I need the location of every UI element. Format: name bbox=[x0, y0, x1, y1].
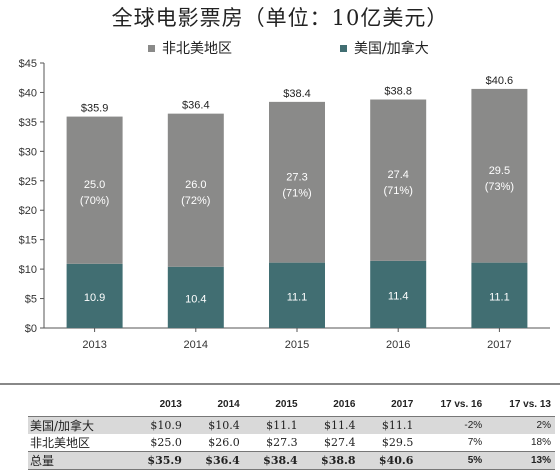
legend-label-non-na: 非北美地区 bbox=[162, 41, 232, 57]
y-tick-label: $40 bbox=[19, 87, 37, 99]
x-tick-label: 2017 bbox=[487, 339, 511, 351]
y-tick-label: $0 bbox=[25, 323, 37, 335]
table-cell: $25.0 bbox=[128, 434, 186, 452]
data-label-na: 11.1 bbox=[287, 291, 308, 303]
bar-segment-non-na bbox=[471, 88, 528, 263]
bar-segment-non-na bbox=[66, 116, 123, 264]
table-header-cell: 17 vs. 13 bbox=[509, 398, 551, 410]
data-label-non-na: 27.4 bbox=[387, 169, 408, 181]
y-tick-label: $35 bbox=[19, 117, 37, 129]
x-tick-label: 2013 bbox=[82, 339, 106, 351]
table-cell: $40.6 bbox=[359, 451, 418, 470]
table-header-cell: 2017 bbox=[391, 398, 414, 410]
table-header-cell: 17 vs. 16 bbox=[440, 398, 483, 410]
total-label: $40.6 bbox=[486, 75, 514, 87]
legend-swatch-non-na bbox=[148, 44, 155, 52]
table-cell: $27.4 bbox=[301, 434, 360, 452]
table-cell: $27.3 bbox=[243, 434, 302, 452]
data-label-na: 11.1 bbox=[489, 291, 510, 303]
bar-segment-na bbox=[66, 263, 123, 328]
data-label-na: 11.4 bbox=[388, 290, 409, 302]
table-cell: $35.9 bbox=[128, 451, 186, 470]
bar-segment-non-na bbox=[269, 101, 325, 263]
total-label: $36.4 bbox=[182, 100, 210, 112]
table-header-cell: 2015 bbox=[275, 398, 298, 410]
data-label-non-na-share: (71%) bbox=[384, 185, 413, 197]
legend-item-na: 美国/加拿大 bbox=[340, 38, 429, 58]
table-row-label: 总量 bbox=[28, 451, 128, 470]
table-cell: $26.0 bbox=[185, 434, 244, 452]
bar-segment-na bbox=[471, 262, 528, 328]
table-cell: $10.9 bbox=[128, 416, 186, 434]
y-tick-label: $30 bbox=[19, 146, 37, 158]
bar-segment-non-na bbox=[167, 113, 224, 267]
table-row-label: 非北美地区 bbox=[28, 434, 128, 452]
table-header-cell: 2016 bbox=[333, 398, 356, 410]
total-label: $38.8 bbox=[384, 86, 412, 98]
legend-label-na: 美国/加拿大 bbox=[354, 41, 429, 57]
table-cell: $11.1 bbox=[243, 416, 302, 434]
data-label-non-na-share: (72%) bbox=[181, 195, 210, 207]
table-header-cell: 2013 bbox=[159, 398, 182, 410]
data-label-non-na: 26.0 bbox=[185, 179, 206, 191]
y-tick-label: $45 bbox=[19, 58, 37, 70]
bar-segment-non-na bbox=[370, 99, 427, 261]
table-header-cell: 2014 bbox=[217, 398, 240, 410]
y-tick-label: $25 bbox=[19, 176, 37, 188]
table-header-row: 2013 2014 2015 2016 2017 17 vs. 16 17 vs… bbox=[28, 398, 555, 417]
data-label-non-na: 27.3 bbox=[286, 171, 307, 183]
data-label-na: 10.4 bbox=[185, 293, 206, 305]
table-row-label: 美国/加拿大 bbox=[28, 416, 128, 434]
bar-segment-na bbox=[370, 260, 427, 328]
y-tick-label: $10 bbox=[19, 264, 37, 276]
stacked-bar-chart: $0 $5 $10 $15 $20 $25 $30 $35 $40 $45 2013 10.9 25.0… bbox=[19, 58, 550, 351]
table-cell: 13% bbox=[486, 451, 555, 470]
data-label-non-na-share: (73%) bbox=[485, 181, 514, 193]
table-cell: $11.1 bbox=[359, 416, 418, 434]
bar-segment-na bbox=[269, 262, 325, 328]
table-row: 非北美地区 $25.0 $26.0 $27.3 $27.4 $29.5 7% 1… bbox=[28, 434, 555, 452]
data-label-non-na: 25.0 bbox=[84, 179, 105, 191]
data-label-non-na-share: (70%) bbox=[80, 195, 109, 207]
table-cell: 18% bbox=[486, 434, 555, 452]
table-row: 美国/加拿大 $10.9 $10.4 $11.1 $11.4 $11.1 -2%… bbox=[28, 416, 555, 434]
legend: 非北美地区 美国/加拿大 bbox=[0, 38, 560, 58]
table-cell: $38.8 bbox=[301, 451, 360, 470]
data-label-non-na: 29.5 bbox=[489, 165, 510, 177]
summary-table: 2013 2014 2015 2016 2017 17 vs. 16 17 vs… bbox=[28, 398, 555, 470]
x-tick-label: 2016 bbox=[386, 339, 410, 351]
y-tick-label: $15 bbox=[19, 235, 37, 247]
table-row-total: 总量 $35.9 $36.4 $38.4 $38.8 $40.6 5% 13% bbox=[28, 451, 555, 470]
table-header-cell bbox=[28, 398, 128, 417]
x-tick-label: 2014 bbox=[184, 339, 208, 351]
legend-swatch-na bbox=[340, 44, 347, 52]
chart-title: 全球电影票房（单位：10亿美元） bbox=[111, 6, 449, 30]
table-cell: $36.4 bbox=[185, 451, 244, 470]
table-cell: $29.5 bbox=[359, 434, 418, 452]
table-cell: 5% bbox=[417, 451, 487, 470]
total-label: $35.9 bbox=[81, 103, 109, 115]
legend-item-non-na: 非北美地区 bbox=[148, 38, 232, 58]
table-cell: 2% bbox=[486, 416, 555, 434]
y-tick-label: $5 bbox=[25, 294, 37, 306]
data-label-na: 10.9 bbox=[84, 292, 105, 304]
x-tick-label: 2015 bbox=[285, 339, 309, 351]
table-cell: -2% bbox=[417, 416, 487, 434]
bar-segment-na bbox=[167, 266, 224, 328]
section-divider bbox=[0, 383, 560, 385]
table-cell: $38.4 bbox=[243, 451, 302, 470]
table-cell: $11.4 bbox=[301, 416, 360, 434]
table-cell: 7% bbox=[417, 434, 487, 452]
y-tick-label: $20 bbox=[19, 205, 37, 217]
total-label: $38.4 bbox=[283, 88, 311, 100]
table-cell: $10.4 bbox=[185, 416, 244, 434]
data-label-non-na-share: (71%) bbox=[282, 187, 311, 199]
